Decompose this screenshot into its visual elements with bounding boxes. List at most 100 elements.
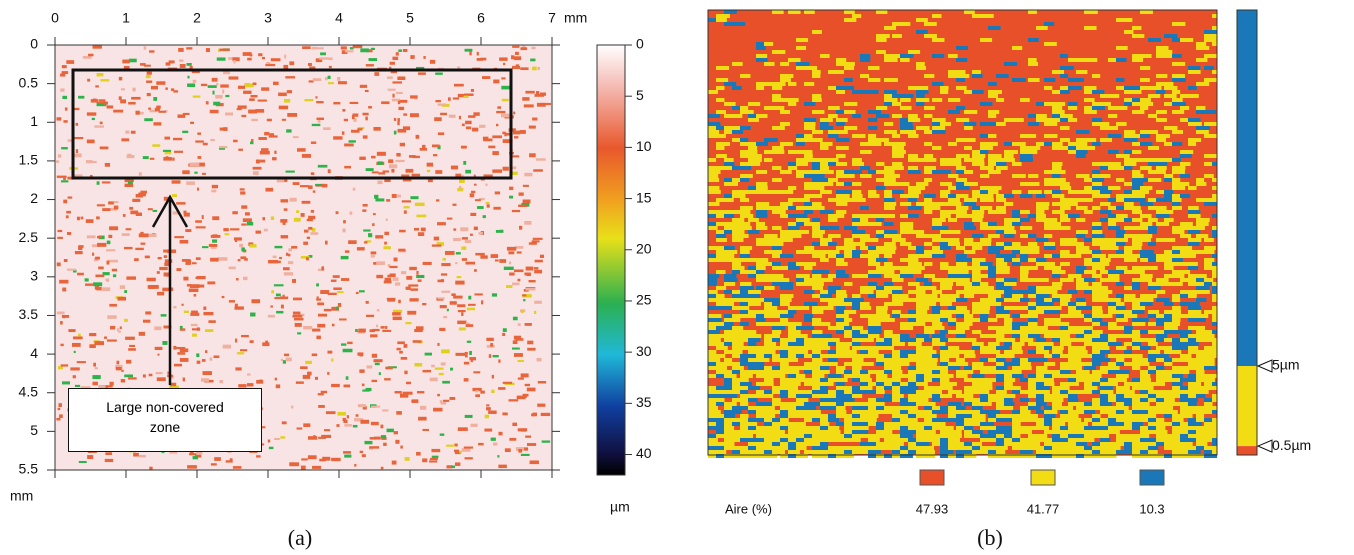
texture-speck xyxy=(297,427,303,429)
texture-cell xyxy=(892,166,904,170)
texture-cell xyxy=(1140,142,1152,146)
texture-speck xyxy=(241,115,246,117)
texture-cell xyxy=(1180,234,1191,238)
texture-cell xyxy=(948,270,956,274)
texture-cell xyxy=(964,202,976,206)
texture-cell xyxy=(868,350,879,354)
texture-cell xyxy=(956,262,967,266)
texture-speck xyxy=(316,283,319,286)
texture-speck xyxy=(72,343,81,347)
texture-cell xyxy=(1180,270,1190,274)
texture-cell xyxy=(988,222,997,226)
texture-cell xyxy=(900,126,913,130)
texture-cell xyxy=(916,426,925,430)
texture-cell xyxy=(924,166,936,170)
texture-cell xyxy=(1212,318,1217,322)
texture-speck xyxy=(206,101,209,104)
texture-cell xyxy=(820,422,829,426)
texture-speck xyxy=(415,203,425,206)
texture-cell xyxy=(764,418,773,422)
y-tick-label: 3.5 xyxy=(19,306,39,322)
texture-cell xyxy=(1012,214,1020,218)
texture-cell xyxy=(748,218,759,222)
texture-speck xyxy=(420,148,427,151)
texture-cell xyxy=(884,78,898,82)
texture-cell xyxy=(1196,178,1204,182)
texture-speck xyxy=(93,282,102,286)
texture-cell xyxy=(940,446,948,450)
texture-cell xyxy=(1060,126,1070,130)
texture-cell xyxy=(764,150,773,154)
texture-cell xyxy=(1116,374,1129,378)
texture-cell xyxy=(940,214,951,218)
texture-cell xyxy=(948,98,960,102)
texture-cell xyxy=(1020,154,1033,158)
texture-cell xyxy=(908,370,916,374)
texture-speck xyxy=(488,146,495,149)
texture-speck xyxy=(124,374,133,377)
texture-speck xyxy=(344,385,351,388)
texture-speck xyxy=(483,215,486,218)
texture-cell xyxy=(932,170,940,174)
texture-cell xyxy=(1188,206,1199,210)
texture-speck xyxy=(403,206,409,208)
texture-speck xyxy=(283,221,286,225)
texture-speck xyxy=(145,256,150,259)
texture-speck xyxy=(451,466,455,468)
texture-cell xyxy=(1116,46,1128,50)
texture-speck xyxy=(469,351,472,355)
texture-speck xyxy=(192,328,200,330)
texture-speck xyxy=(279,106,288,110)
texture-speck xyxy=(222,296,225,298)
texture-speck xyxy=(281,235,289,238)
texture-cell xyxy=(804,370,813,374)
texture-speck xyxy=(147,72,152,75)
texture-cell xyxy=(1004,226,1014,230)
texture-speck xyxy=(293,312,300,315)
texture-cell xyxy=(732,342,744,346)
texture-speck xyxy=(470,213,476,216)
texture-speck xyxy=(307,219,313,221)
texture-speck xyxy=(210,139,214,141)
texture-speck xyxy=(430,458,438,460)
texture-cell xyxy=(764,342,776,346)
texture-cell xyxy=(1212,398,1217,402)
texture-speck xyxy=(452,204,456,206)
texture-cell xyxy=(724,282,735,286)
texture-cell xyxy=(884,270,894,274)
texture-cell xyxy=(908,290,917,294)
texture-cell xyxy=(1004,402,1014,406)
texture-cell xyxy=(732,318,740,322)
texture-speck xyxy=(145,311,151,314)
texture-cell xyxy=(1028,442,1040,446)
texture-cell xyxy=(740,378,749,382)
texture-speck xyxy=(446,445,455,447)
texture-cell xyxy=(764,262,773,266)
texture-cell xyxy=(788,186,796,190)
texture-cell xyxy=(956,270,969,274)
texture-speck xyxy=(349,140,356,142)
texture-cell xyxy=(908,50,920,54)
texture-speck xyxy=(284,99,290,103)
texture-cell xyxy=(876,38,887,42)
texture-cell xyxy=(1132,190,1140,194)
texture-cell xyxy=(732,382,741,386)
texture-cell xyxy=(860,378,872,382)
texture-cell xyxy=(748,418,757,422)
texture-cell xyxy=(1028,250,1039,254)
texture-speck xyxy=(465,121,472,124)
texture-cell xyxy=(996,210,1006,214)
texture-speck xyxy=(123,214,126,217)
texture-cell xyxy=(828,106,840,110)
texture-cell xyxy=(1060,214,1069,218)
texture-cell xyxy=(1100,298,1109,302)
texture-cell xyxy=(972,450,981,454)
texture-speck xyxy=(223,71,230,74)
texture-cell xyxy=(1140,234,1152,238)
x-tick-label: 3 xyxy=(264,10,272,26)
texture-cell xyxy=(868,334,879,338)
texture-cell xyxy=(916,314,925,318)
texture-speck xyxy=(398,107,404,110)
texture-cell xyxy=(740,206,753,210)
texture-cell xyxy=(1204,438,1212,442)
